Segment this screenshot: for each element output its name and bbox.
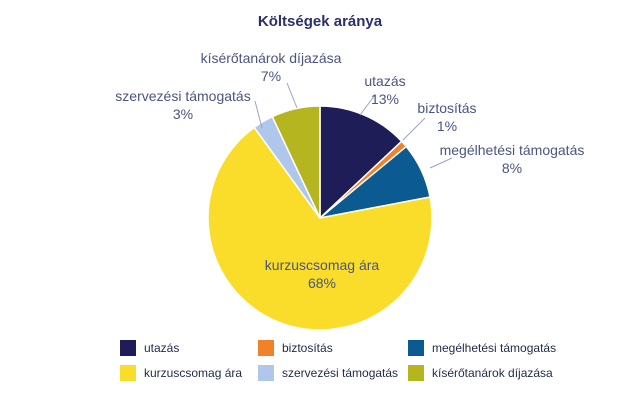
slice-value-biztositas: 1%: [437, 118, 457, 134]
slice-labels: utazás 13% biztosítás 1% megélhetési támogat…: [115, 50, 584, 291]
slice-label-kurzuscsomag-ara: kurzuscsomag ára: [265, 257, 380, 273]
legend-swatch-kurzuscsomag-ara: [120, 365, 136, 381]
slice-value-utazas: 13%: [371, 91, 399, 107]
slice-value-szervezesi-tamogatas: 3%: [173, 106, 193, 122]
slice-value-megelhetesi-tamogatas: 8%: [502, 160, 522, 176]
pie-slices: [207, 105, 433, 331]
slice-value-kurzuscsomag-ara: 68%: [308, 275, 336, 291]
slice-kiserotanarok-dijazasa: [271, 105, 321, 219]
chart-title: Költségek aránya: [258, 13, 383, 30]
slice-label-utazas: utazás: [364, 73, 405, 89]
legend-label-kiserotanarok-dijazasa: kísérőtanárok díjazása: [432, 366, 553, 380]
legend-label-kurzuscsomag-ara: kurzuscsomag ára: [144, 366, 242, 380]
leader-line-utazas: [359, 94, 376, 116]
slice-label-megelhetesi-tamogatas: megélhetési támogatás: [440, 142, 585, 158]
slice-utazas: [319, 105, 403, 220]
slice-value-kiserotanarok-dijazasa: 7%: [261, 68, 281, 84]
leader-line-megelhetesi-tamogatas: [429, 157, 453, 169]
leader-line-szervezesi-tamogatas: [254, 100, 263, 129]
slice-label-biztositas: biztosítás: [417, 100, 476, 116]
slice-label-szervezesi-tamogatas: szervezési támogatás: [115, 88, 250, 104]
legend-swatch-megelhetesi-tamogatas: [408, 340, 424, 356]
legend-label-biztositas: biztosítás: [282, 341, 333, 355]
slice-label-kiserotanarok-dijazasa: kísérőtanárok díjazása: [201, 50, 342, 66]
slice-kurzuscsomag-ara: [207, 126, 433, 331]
leader-line-biztositas: [402, 117, 426, 141]
legend: utazás biztosítás megélhetési támogatás kur…: [120, 340, 556, 381]
legend-label-szervezesi-tamogatas: szervezési támogatás: [282, 366, 398, 380]
legend-label-utazas: utazás: [144, 341, 179, 355]
legend-label-megelhetesi-tamogatas: megélhetési támogatás: [432, 341, 556, 355]
legend-swatch-utazas: [120, 340, 136, 356]
leader-line-kiserotanarok-dijazasa: [286, 82, 298, 109]
legend-swatch-kiserotanarok-dijazasa: [408, 365, 424, 381]
leader-lines: [254, 82, 453, 169]
legend-swatch-szervezesi-tamogatas: [258, 365, 274, 381]
legend-swatch-biztositas: [258, 340, 274, 356]
